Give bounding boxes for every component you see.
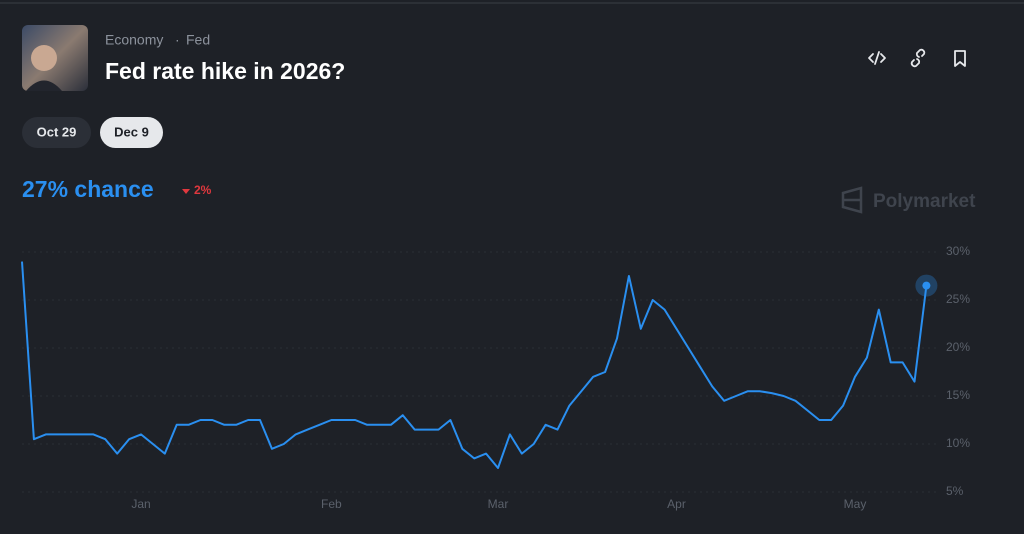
y-tick-label: 15%: [946, 388, 970, 402]
x-tick-label: Jan: [131, 497, 150, 511]
y-tick-label: 20%: [946, 340, 970, 354]
category[interactable]: Fed: [186, 32, 210, 48]
x-tick-label: Apr: [667, 497, 686, 511]
tab-label[interactable]: Oct 29: [37, 124, 77, 139]
x-tick-label: Mar: [488, 497, 509, 511]
x-tick-label: May: [844, 497, 867, 511]
separator: ·: [175, 32, 180, 48]
end-dot: [922, 281, 931, 290]
y-tick-label: 10%: [946, 436, 970, 450]
x-tick-label: Feb: [321, 497, 342, 511]
tab[interactable]: [22, 117, 91, 148]
avatar: [22, 25, 88, 91]
change: 2%: [194, 183, 212, 197]
line: [21, 261, 928, 469]
down-arrow: [182, 189, 190, 194]
watermark-logo: [841, 186, 863, 214]
tab-label[interactable]: Dec 9: [114, 124, 149, 139]
category[interactable]: Economy: [105, 32, 163, 48]
y-tick-label: 25%: [946, 292, 970, 306]
chance: 27% chance: [22, 176, 154, 202]
watermark: Polymarket: [873, 191, 976, 212]
bookmark-icon[interactable]: [954, 50, 966, 67]
market-title: Fed rate hike in 2026?: [105, 58, 345, 84]
tab-selected[interactable]: [100, 117, 163, 148]
embed-icon[interactable]: [868, 51, 886, 65]
link-icon[interactable]: [910, 48, 926, 68]
y-tick-label: 5%: [946, 484, 964, 498]
y-tick-label: 30%: [946, 244, 970, 258]
